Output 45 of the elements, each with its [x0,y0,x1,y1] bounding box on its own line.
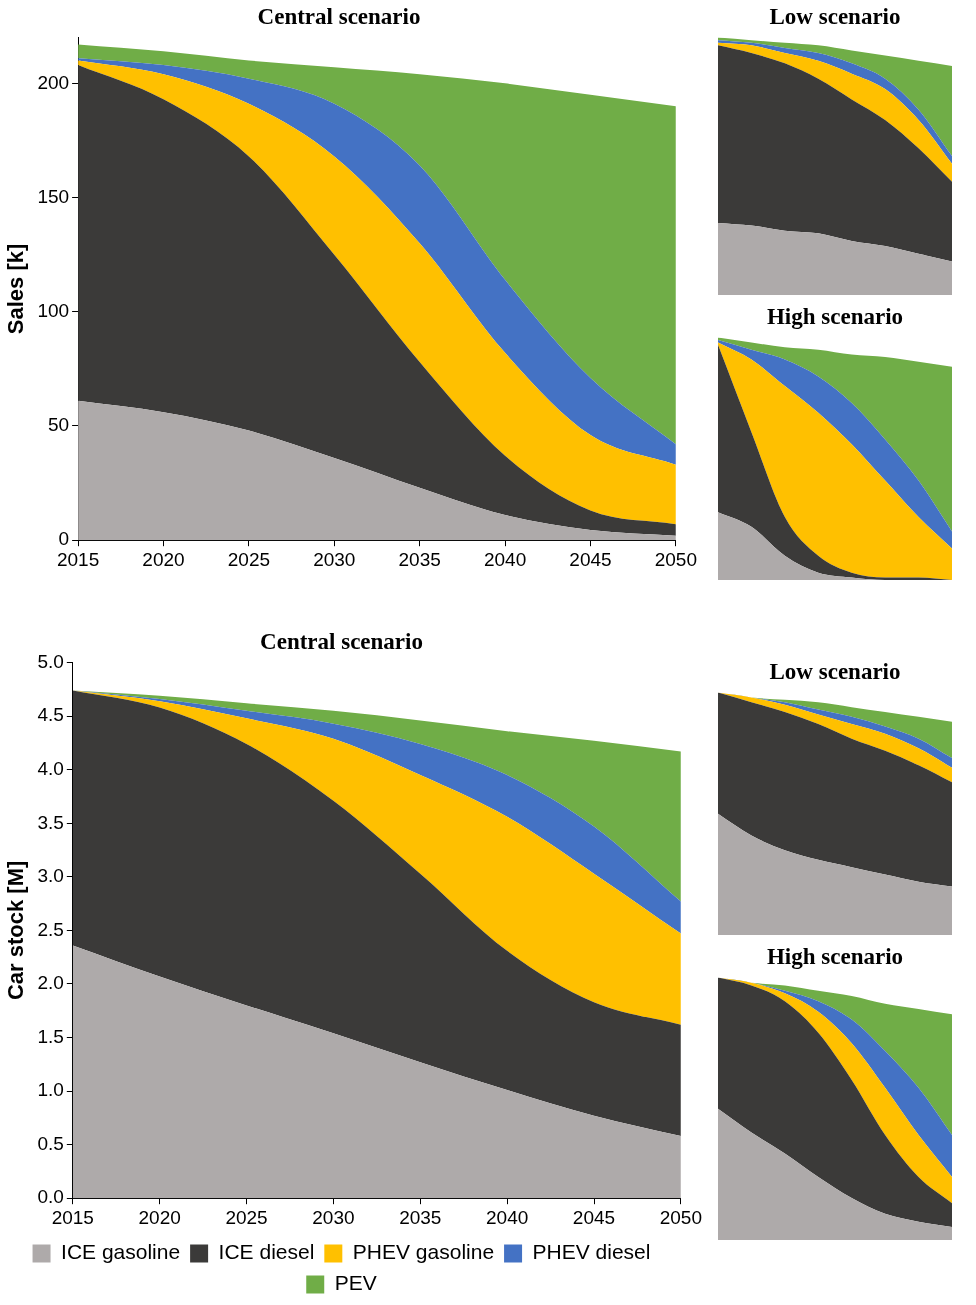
x-tick-label: 2015 [56,548,100,570]
chart-title: Low scenario [769,3,901,29]
y-tick-label: 100 [37,299,70,321]
y-tick-label: 200 [37,71,70,93]
x-tick-label: 2025 [227,548,271,570]
chart-title: Central scenario [260,628,423,654]
x-tick-label: 2040 [486,1206,529,1228]
y-axis-title: Car stock [M] [3,860,29,1001]
x-tick-label: 2020 [142,548,185,570]
legend-label: PHEV diesel [532,1240,651,1264]
x-tick-label: 2045 [572,1206,616,1228]
legend-label: ICE diesel [218,1240,315,1264]
x-tick-label: 2030 [312,1206,355,1228]
y-axis-title: Sales [k] [3,243,29,335]
y-tick-label: 0.5 [37,1132,64,1154]
chart-title: High scenario [766,303,904,329]
chart-title: Central scenario [257,3,421,29]
y-tick-label: 50 [47,414,70,436]
legend-label: PEV [334,1271,377,1295]
chart-title: High scenario [766,943,904,969]
y-tick-label: 1.5 [37,1025,64,1047]
y-tick-label: 1.0 [37,1079,64,1101]
x-tick-label: 2035 [399,1206,442,1228]
x-tick-label: 2050 [659,1206,703,1228]
y-tick-label: 4.5 [37,704,64,726]
y-tick-label: 2.0 [37,972,64,994]
x-tick-label: 2040 [483,548,527,570]
y-tick-label: 0.0 [37,1186,64,1208]
x-tick-label: 2020 [138,1206,181,1228]
y-tick-label: 5.0 [37,650,64,672]
y-tick-label: 3.5 [37,811,64,833]
y-tick-label: 4.0 [37,757,64,779]
y-tick-label: 0 [58,528,70,550]
x-tick-label: 2030 [313,548,356,570]
legend-label: PHEV gasoline [352,1240,495,1264]
x-tick-label: 2045 [569,548,612,570]
y-tick-label: 2.5 [37,918,64,940]
x-tick-label: 2035 [398,548,441,570]
x-tick-label: 2015 [51,1206,94,1228]
legend-label: ICE gasoline [61,1240,181,1264]
y-tick-label: 150 [37,185,70,207]
x-tick-label: 2050 [654,548,698,570]
y-tick-label: 3.0 [37,865,64,887]
x-tick-label: 2025 [225,1206,268,1228]
chart-title: Low scenario [769,658,901,684]
